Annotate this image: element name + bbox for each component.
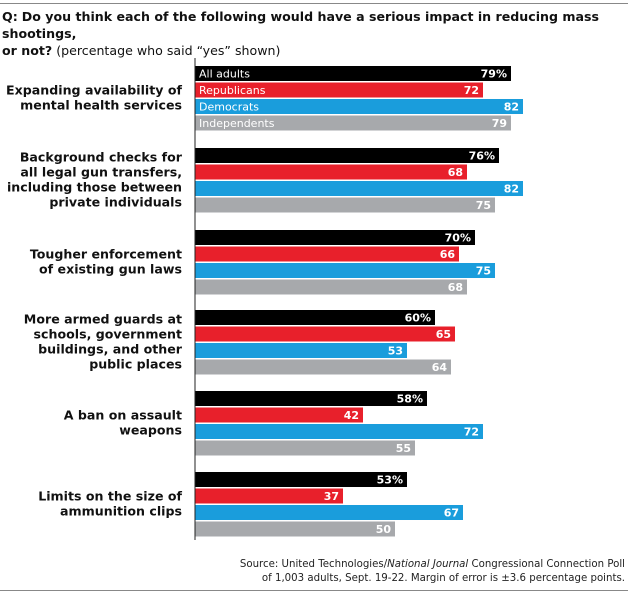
- source-note: Source: United Technologies/National Jou…: [240, 558, 625, 586]
- bar: [195, 279, 467, 295]
- category-label: weapons: [119, 423, 182, 438]
- bar: [195, 230, 475, 245]
- bar: [195, 407, 363, 423]
- question-text-1: Do you think each of the following would…: [2, 9, 600, 41]
- bar: [195, 488, 343, 504]
- data-label: 72: [464, 426, 479, 439]
- bar: [195, 197, 495, 213]
- data-label: 58%: [397, 393, 423, 406]
- data-label: 82: [504, 183, 519, 196]
- data-label: 67: [444, 507, 459, 520]
- legend-label: Independents: [199, 117, 275, 130]
- data-label: 75: [476, 199, 491, 212]
- data-label: 82: [504, 101, 519, 114]
- question-prefix: Q:: [2, 9, 18, 24]
- source-publication: National Journal: [387, 559, 469, 570]
- category-label: buildings, and other: [38, 342, 183, 357]
- data-label: 65: [436, 328, 451, 341]
- category-label: all legal gun transfers,: [20, 165, 182, 180]
- category-label: A ban on assault: [64, 408, 182, 423]
- bar: [195, 99, 523, 114]
- question-header: Q: Do you think each of the following wo…: [2, 8, 626, 59]
- data-label: 53: [388, 345, 403, 358]
- bar: [195, 343, 407, 358]
- data-label: 66: [440, 248, 456, 261]
- category-label: Expanding availability of: [6, 83, 182, 98]
- top-rule: [0, 3, 628, 4]
- bar: [195, 505, 463, 520]
- data-label: 37: [324, 490, 339, 503]
- data-label: 60%: [405, 312, 431, 325]
- category-label: mental health services: [20, 98, 182, 113]
- data-label: 64: [432, 361, 448, 374]
- bar: [195, 472, 407, 487]
- data-label: 70%: [445, 232, 471, 245]
- category-label: ammunition clips: [60, 504, 182, 519]
- legend-label: All adults: [199, 68, 250, 81]
- bar: [195, 181, 523, 196]
- legend-label: Republicans: [199, 84, 266, 97]
- data-label: 72: [464, 84, 479, 97]
- bottom-rule: [0, 590, 628, 591]
- data-label: 55: [396, 442, 411, 455]
- bar: [195, 263, 495, 278]
- bar: [195, 359, 451, 375]
- data-label: 53%: [377, 474, 403, 487]
- source-line1-b: Congressional Connection Poll: [468, 559, 625, 570]
- bar: [195, 440, 415, 456]
- data-label: 79: [492, 117, 507, 130]
- data-label: 68: [448, 281, 463, 294]
- bar: [195, 66, 511, 81]
- bar: [195, 164, 467, 180]
- bar: [195, 326, 455, 342]
- category-label: schools, government: [34, 327, 182, 342]
- data-label: 68: [448, 166, 463, 179]
- category-label: Tougher enforcement: [30, 247, 182, 262]
- bar: [195, 391, 427, 406]
- category-label: public places: [89, 357, 182, 372]
- bar: [195, 82, 483, 98]
- data-label: 42: [344, 409, 359, 422]
- bar: [195, 521, 395, 537]
- bar: [195, 246, 459, 262]
- data-label: 75: [476, 265, 491, 278]
- question-note: (percentage who said “yes” shown): [56, 43, 281, 58]
- data-label: 79%: [481, 68, 507, 81]
- bar: [195, 424, 483, 439]
- data-label: 50: [376, 523, 392, 536]
- data-label: 76%: [469, 150, 495, 163]
- source-line2: of 1,003 adults, Sept. 19-22. Margin of …: [261, 573, 625, 584]
- category-label: More armed guards at: [24, 312, 182, 327]
- category-label: including those between: [7, 180, 182, 195]
- category-label: private individuals: [49, 195, 182, 210]
- legend-label: Democrats: [199, 101, 259, 114]
- question-text-2: or not?: [2, 43, 53, 58]
- source-line1-a: Source: United Technologies/: [239, 559, 388, 570]
- bar: [195, 310, 435, 325]
- bar: [195, 148, 499, 163]
- category-label: Limits on the size of: [38, 489, 182, 504]
- bar: [195, 115, 511, 131]
- category-label: Background checks for: [20, 150, 183, 165]
- category-label: of existing gun laws: [39, 262, 182, 277]
